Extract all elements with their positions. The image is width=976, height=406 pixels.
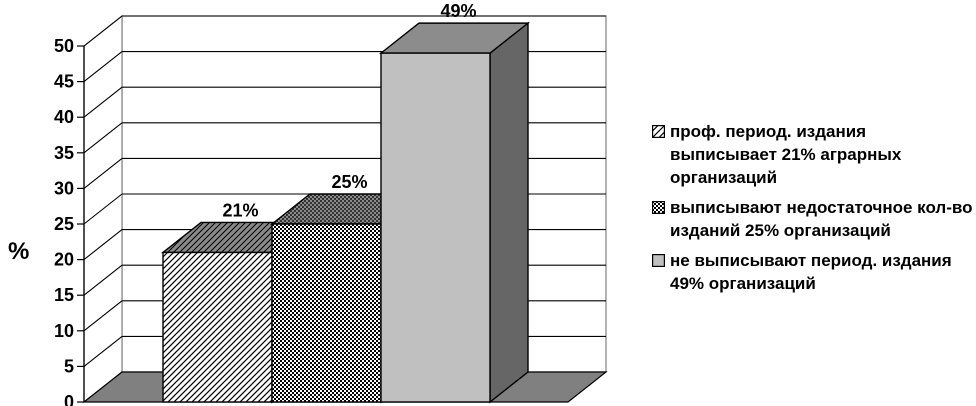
y-tick-label: 20 <box>54 250 74 270</box>
data-label-2: 25% <box>331 172 367 192</box>
bar-side <box>489 21 529 404</box>
legend-swatch <box>652 201 665 214</box>
y-tick-label: 25 <box>54 214 74 234</box>
bars <box>160 21 531 404</box>
gridline-side <box>83 15 123 47</box>
bar-front <box>380 52 491 403</box>
gridline-side <box>83 122 123 154</box>
gridline-side <box>83 51 123 83</box>
y-axis: 0 5 10 15 20 25 30 35 40 45 50 <box>54 36 85 406</box>
legend-swatch <box>652 125 665 138</box>
gridline-side <box>83 335 123 367</box>
y-tick-label: 40 <box>54 107 74 127</box>
bar-front <box>162 251 273 403</box>
bar-front <box>271 223 382 403</box>
legend-item: не выписывают период. издания 49% органи… <box>650 249 976 295</box>
bar-3 <box>378 21 531 404</box>
data-label-1: 21% <box>222 200 258 220</box>
legend-swatch <box>652 254 665 267</box>
legend-label: не выписывают период. издания 49% органи… <box>670 251 952 293</box>
y-tick-label: 5 <box>64 356 74 376</box>
gridline-side <box>83 300 123 332</box>
data-labels: 21% 25% 49% <box>222 1 476 220</box>
gridline-side <box>83 193 123 225</box>
legend-item: проф. период. издания выписывает 21% агр… <box>650 120 976 189</box>
y-tick-label: 45 <box>54 72 74 92</box>
legend-label: выписывают недостаточное кол-во изданий … <box>670 198 973 240</box>
y-tick-label: 35 <box>54 143 74 163</box>
gridline-side <box>83 264 123 296</box>
legend-label: проф. период. издания выписывает 21% агр… <box>670 122 902 187</box>
y-tick-label: 0 <box>64 392 74 406</box>
data-label-3: 49% <box>440 1 476 21</box>
gridline-side <box>83 229 123 261</box>
legend-item: выписывают недостаточное кол-во изданий … <box>650 196 976 242</box>
legend: проф. период. издания выписывает 21% агр… <box>650 120 976 302</box>
y-tick-label: 10 <box>54 321 74 341</box>
y-tick-label: 30 <box>54 178 74 198</box>
gridline-side <box>83 86 123 118</box>
y-axis-title: % <box>8 238 29 265</box>
y-tick-label: 50 <box>54 36 74 56</box>
gridline-side <box>83 157 123 189</box>
y-tick-label: 15 <box>54 285 74 305</box>
